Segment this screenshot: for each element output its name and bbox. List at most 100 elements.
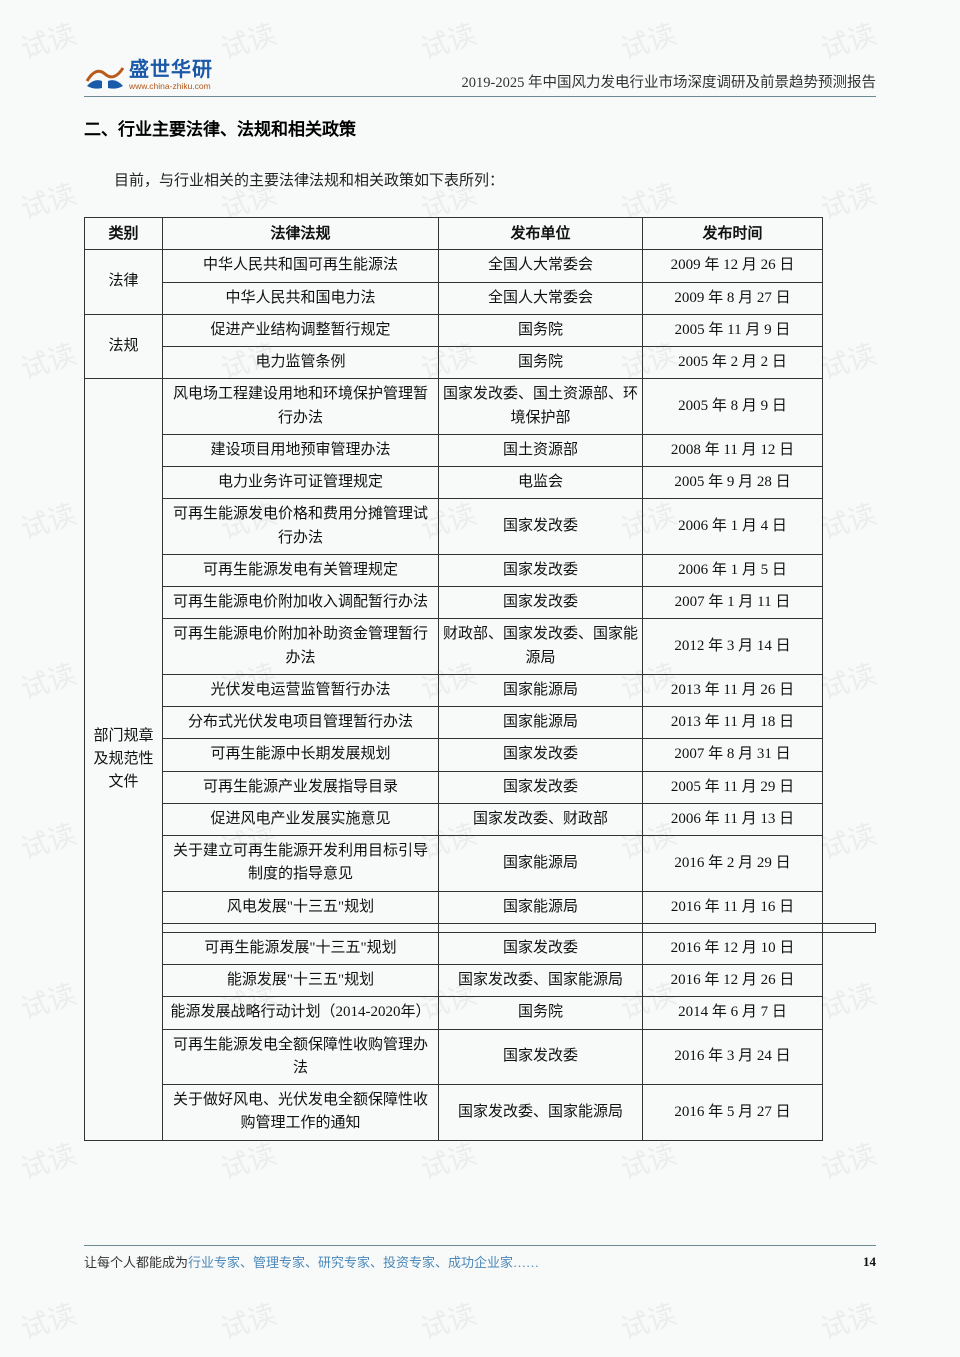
cell-date: 2016 年 11 月 16 日 bbox=[643, 891, 823, 923]
cell-issuer: 全国人大常委会 bbox=[439, 282, 643, 314]
table-row: 可再生能源发电价格和费用分摊管理试行办法国家发改委2006 年 1 月 4 日 bbox=[85, 499, 876, 555]
page-content: 盛世华研 www.china-zhiku.com 2019-2025 年中国风力… bbox=[84, 58, 876, 1141]
cell-law: 促进风电产业发展实施意见 bbox=[163, 803, 439, 835]
table-body: 法律中华人民共和国可再生能源法全国人大常委会2009 年 12 月 26 日中华… bbox=[85, 250, 876, 1140]
cell-law: 可再生能源电价附加收入调配暂行办法 bbox=[163, 587, 439, 619]
cell-issuer: 国家发改委、国家能源局 bbox=[439, 1085, 643, 1141]
footer-text: 让每个人都能成为行业专家、管理专家、研究专家、投资专家、成功企业家…… bbox=[84, 1252, 539, 1271]
cell-law: 中华人民共和国可再生能源法 bbox=[163, 250, 439, 282]
cell-issuer: 国家发改委、财政部 bbox=[439, 803, 643, 835]
cell-law: 可再生能源发电有关管理规定 bbox=[163, 554, 439, 586]
watermark: 试读 bbox=[615, 1132, 681, 1187]
table-row: 法规促进产业结构调整暂行规定国务院2005 年 11 月 9 日 bbox=[85, 314, 876, 346]
cell-category: 法规 bbox=[85, 314, 163, 379]
cell-issuer: 国家能源局 bbox=[439, 707, 643, 739]
intro-text: 目前，与行业相关的主要法律法规和相关政策如下表所列： bbox=[84, 168, 876, 195]
cell-issuer: 国家发改委 bbox=[439, 771, 643, 803]
section-heading: 二、行业主要法律、法规和相关政策 bbox=[84, 115, 876, 140]
cell-law: 可再生能源发电全额保障性收购管理办法 bbox=[163, 1029, 439, 1085]
table-row: 分布式光伏发电项目管理暂行办法国家能源局2013 年 11 月 18 日 bbox=[85, 707, 876, 739]
table-row: 可再生能源产业发展指导目录国家发改委2005 年 11 月 29 日 bbox=[85, 771, 876, 803]
cell-date: 2005 年 9 月 28 日 bbox=[643, 467, 823, 499]
cell-category: 法律 bbox=[85, 250, 163, 315]
cell-issuer: 国家发改委 bbox=[439, 932, 643, 964]
logo-icon bbox=[84, 58, 126, 92]
logo-text-cn: 盛世华研 bbox=[129, 60, 213, 80]
cell-issuer: 财政部、国家发改委、国家能源局 bbox=[439, 619, 643, 675]
cell-issuer: 国家发改委 bbox=[439, 1029, 643, 1085]
page-header: 盛世华研 www.china-zhiku.com 2019-2025 年中国风力… bbox=[84, 58, 876, 97]
watermark: 试读 bbox=[215, 1292, 281, 1347]
cell-issuer: 全国人大常委会 bbox=[439, 250, 643, 282]
page-footer: 让每个人都能成为行业专家、管理专家、研究专家、投资专家、成功企业家…… 14 bbox=[84, 1245, 876, 1271]
cell-date: 2007 年 8 月 31 日 bbox=[643, 739, 823, 771]
table-row: 光伏发电运营监管暂行办法国家能源局2013 年 11 月 26 日 bbox=[85, 674, 876, 706]
cell-issuer: 国家能源局 bbox=[439, 836, 643, 892]
table-row: 可再生能源发电有关管理规定国家发改委2006 年 1 月 5 日 bbox=[85, 554, 876, 586]
watermark: 试读 bbox=[815, 1292, 881, 1347]
table-row: 能源发展"十三五"规划国家发改委、国家能源局2016 年 12 月 26 日 bbox=[85, 965, 876, 997]
watermark: 试读 bbox=[15, 972, 81, 1027]
cell-law: 可再生能源电价附加补助资金管理暂行办法 bbox=[163, 619, 439, 675]
cell-law: 建设项目用地预审管理办法 bbox=[163, 434, 439, 466]
footer-prefix: 让每个人都能成为 bbox=[84, 1255, 188, 1270]
watermark: 试读 bbox=[15, 812, 81, 867]
cell-law: 可再生能源发电价格和费用分摊管理试行办法 bbox=[163, 499, 439, 555]
cell-law: 可再生能源发展"十三五"规划 bbox=[163, 932, 439, 964]
cell-date: 2016 年 2 月 29 日 bbox=[643, 836, 823, 892]
footer-highlights: 行业专家、管理专家、研究专家、投资专家、成功企业家…… bbox=[188, 1255, 539, 1270]
cell-law: 中华人民共和国电力法 bbox=[163, 282, 439, 314]
table-row: 电力监管条例国务院2005 年 2 月 2 日 bbox=[85, 347, 876, 379]
table-gap-row bbox=[85, 923, 876, 932]
watermark: 试读 bbox=[15, 172, 81, 227]
cell-date: 2005 年 11 月 29 日 bbox=[643, 771, 823, 803]
cell-category: 部门规章及规范性文件 bbox=[85, 379, 163, 1140]
cell-law: 关于做好风电、光伏发电全额保障性收购管理工作的通知 bbox=[163, 1085, 439, 1141]
cell-date: 2016 年 5 月 27 日 bbox=[643, 1085, 823, 1141]
table-row: 可再生能源中长期发展规划国家发改委2007 年 8 月 31 日 bbox=[85, 739, 876, 771]
table-row: 关于做好风电、光伏发电全额保障性收购管理工作的通知国家发改委、国家能源局2016… bbox=[85, 1085, 876, 1141]
watermark: 试读 bbox=[15, 1292, 81, 1347]
table-row: 可再生能源发展"十三五"规划国家发改委2016 年 12 月 10 日 bbox=[85, 932, 876, 964]
table-row: 部门规章及规范性文件风电场工程建设用地和环境保护管理暂行办法国家发改委、国土资源… bbox=[85, 379, 876, 435]
cell-date: 2008 年 11 月 12 日 bbox=[643, 434, 823, 466]
table-row: 中华人民共和国电力法全国人大常委会2009 年 8 月 27 日 bbox=[85, 282, 876, 314]
cell-issuer: 国家能源局 bbox=[439, 891, 643, 923]
watermark: 试读 bbox=[15, 332, 81, 387]
cell-law: 能源发展战略行动计划（2014-2020年） bbox=[163, 997, 439, 1029]
table-row: 电力业务许可证管理规定电监会2005 年 9 月 28 日 bbox=[85, 467, 876, 499]
watermark: 试读 bbox=[615, 1292, 681, 1347]
cell-date: 2005 年 8 月 9 日 bbox=[643, 379, 823, 435]
cell-date: 2012 年 3 月 14 日 bbox=[643, 619, 823, 675]
cell-law: 促进产业结构调整暂行规定 bbox=[163, 314, 439, 346]
cell-date: 2006 年 11 月 13 日 bbox=[643, 803, 823, 835]
table-row: 可再生能源发电全额保障性收购管理办法国家发改委2016 年 3 月 24 日 bbox=[85, 1029, 876, 1085]
watermark: 试读 bbox=[15, 12, 81, 67]
cell-law: 风电场工程建设用地和环境保护管理暂行办法 bbox=[163, 379, 439, 435]
cell-date: 2006 年 1 月 5 日 bbox=[643, 554, 823, 586]
cell-date: 2014 年 6 月 7 日 bbox=[643, 997, 823, 1029]
cell-issuer: 国家能源局 bbox=[439, 674, 643, 706]
cell-date: 2006 年 1 月 4 日 bbox=[643, 499, 823, 555]
cell-date: 2005 年 2 月 2 日 bbox=[643, 347, 823, 379]
cell-date: 2016 年 12 月 10 日 bbox=[643, 932, 823, 964]
watermark: 试读 bbox=[815, 1132, 881, 1187]
cell-date: 2013 年 11 月 18 日 bbox=[643, 707, 823, 739]
table-row: 建设项目用地预审管理办法国土资源部2008 年 11 月 12 日 bbox=[85, 434, 876, 466]
th-date: 发布时间 bbox=[643, 218, 823, 250]
cell-law: 关于建立可再生能源开发利用目标引导制度的指导意见 bbox=[163, 836, 439, 892]
cell-issuer: 国家发改委 bbox=[439, 739, 643, 771]
cell-issuer: 国家发改委、国家能源局 bbox=[439, 965, 643, 997]
cell-law: 电力监管条例 bbox=[163, 347, 439, 379]
watermark: 试读 bbox=[415, 1292, 481, 1347]
cell-date: 2009 年 12 月 26 日 bbox=[643, 250, 823, 282]
cell-date: 2013 年 11 月 26 日 bbox=[643, 674, 823, 706]
table-row: 关于建立可再生能源开发利用目标引导制度的指导意见国家能源局2016 年 2 月 … bbox=[85, 836, 876, 892]
watermark: 试读 bbox=[15, 1132, 81, 1187]
cell-law: 可再生能源中长期发展规划 bbox=[163, 739, 439, 771]
cell-date: 2016 年 3 月 24 日 bbox=[643, 1029, 823, 1085]
cell-date: 2005 年 11 月 9 日 bbox=[643, 314, 823, 346]
table-row: 可再生能源电价附加收入调配暂行办法国家发改委2007 年 1 月 11 日 bbox=[85, 587, 876, 619]
cell-law: 可再生能源产业发展指导目录 bbox=[163, 771, 439, 803]
th-issuer: 发布单位 bbox=[439, 218, 643, 250]
